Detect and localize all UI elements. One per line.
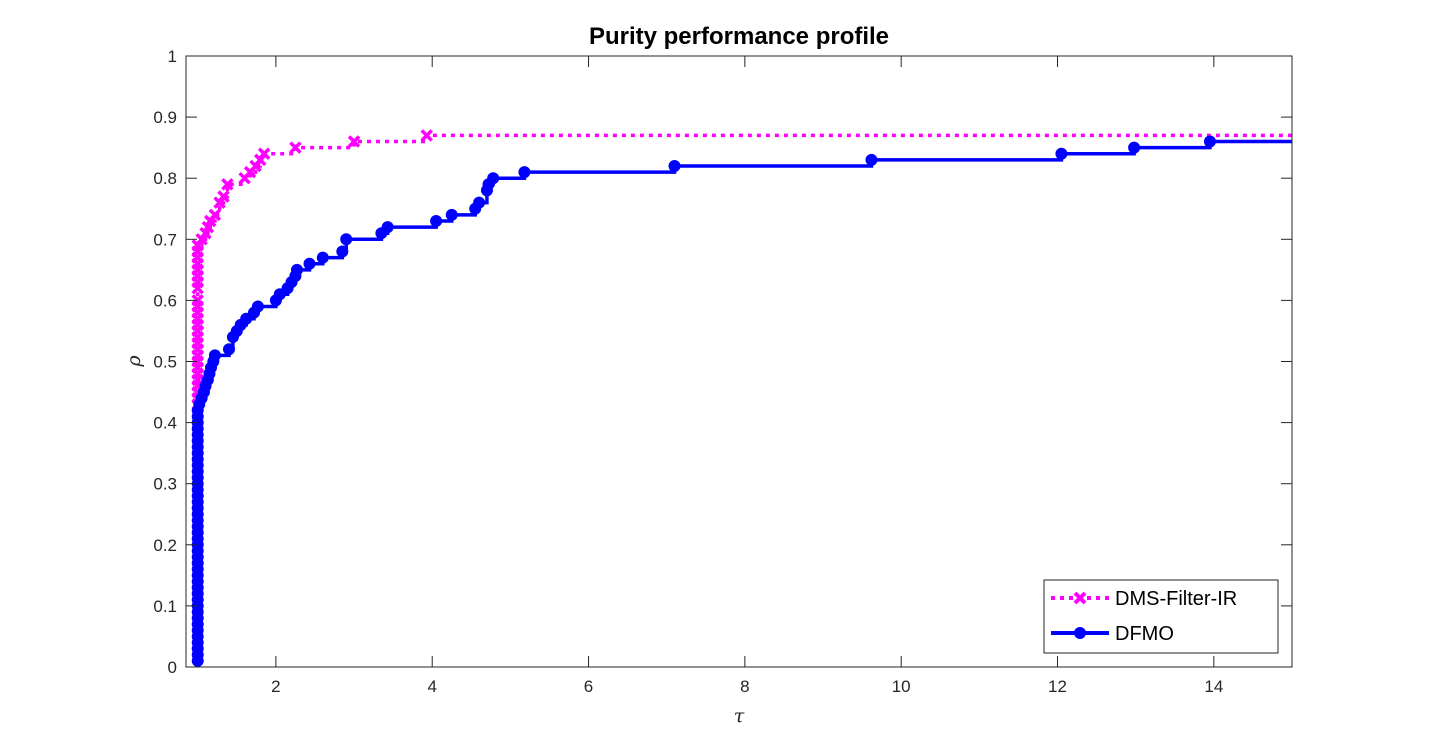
data-point-dms-filter-ir <box>221 178 234 191</box>
data-point-dms-filter-ir <box>217 190 230 203</box>
series-layer <box>191 129 1292 667</box>
y-tick-label: 0.1 <box>153 597 177 616</box>
x-tick-label: 4 <box>427 677 436 696</box>
data-point-dfmo <box>1128 141 1141 154</box>
y-tick-label: 0.4 <box>153 414 177 433</box>
legend-label-dms-filter-ir: DMS-Filter-IR <box>1115 588 1237 610</box>
data-point-dfmo <box>865 153 878 166</box>
chart-title: Purity performance profile <box>589 23 889 50</box>
x-tick-label: 12 <box>1048 677 1067 696</box>
y-tick-label: 0.8 <box>153 169 177 188</box>
legend: DMS-Filter-IR DFMO <box>1043 579 1279 654</box>
data-point-dfmo <box>340 233 353 246</box>
ticks-layer: 2 4 6 8 10 12 14 0 0.1 0.2 0.3 0.4 0.5 0.6 0.7 0.8 0.9 1 <box>153 47 1292 696</box>
data-point-dfmo <box>208 349 221 362</box>
y-tick-label: 0.6 <box>153 291 177 310</box>
data-point-dfmo <box>381 221 394 234</box>
x-axis-label: τ <box>734 705 745 727</box>
y-tick-label: 0 <box>168 658 177 677</box>
data-point-dfmo <box>273 288 286 301</box>
data-point-dfmo <box>303 257 316 270</box>
legend-label-dfmo: DFMO <box>1115 623 1174 645</box>
x-tick-label: 2 <box>271 677 280 696</box>
data-point-dfmo <box>336 245 349 258</box>
data-point-dms-filter-ir <box>420 129 433 142</box>
data-point-dfmo <box>316 251 329 264</box>
data-point-dfmo <box>290 263 303 276</box>
data-point-dfmo <box>240 312 253 325</box>
y-tick-label: 0.7 <box>153 230 177 249</box>
y-tick-label: 0.5 <box>153 353 177 372</box>
data-point-dms-filter-ir <box>257 147 271 160</box>
y-tick-label: 0.9 <box>153 108 177 127</box>
data-point-dfmo <box>668 159 681 172</box>
data-point-dfmo <box>251 300 264 313</box>
x-tick-label: 10 <box>892 677 911 696</box>
data-point-dfmo <box>1055 147 1068 160</box>
x-tick-label: 6 <box>584 677 593 696</box>
data-point-dfmo <box>1203 135 1216 148</box>
x-tick-label: 14 <box>1204 677 1223 696</box>
data-point-dms-filter-ir <box>208 208 222 222</box>
y-tick-label: 0.2 <box>153 536 177 555</box>
y-tick-label: 1 <box>168 47 177 66</box>
data-point-dms-filter-ir <box>289 141 302 154</box>
legend-marker-dfmo <box>1074 627 1086 639</box>
plot-area <box>186 56 1292 667</box>
data-point-dfmo <box>518 166 531 179</box>
legend-marker-dms-filter-ir <box>1073 591 1087 605</box>
legend-entry-dms-filter-ir: DMS-Filter-IR <box>1051 588 1237 610</box>
data-point-dms-filter-ir <box>347 135 361 148</box>
legend-entry-dfmo: DFMO <box>1051 623 1174 645</box>
data-point-dfmo <box>473 196 486 209</box>
data-point-dfmo <box>430 214 443 227</box>
data-point-dfmo <box>487 172 500 185</box>
data-point-dms-filter-ir <box>191 294 204 307</box>
data-point-dfmo <box>445 208 458 221</box>
y-axis-label: ρ <box>123 355 145 368</box>
x-tick-label: 8 <box>740 677 749 696</box>
legend-box <box>1043 579 1279 654</box>
data-point-dfmo <box>222 343 235 356</box>
y-tick-label: 0.3 <box>153 475 177 494</box>
